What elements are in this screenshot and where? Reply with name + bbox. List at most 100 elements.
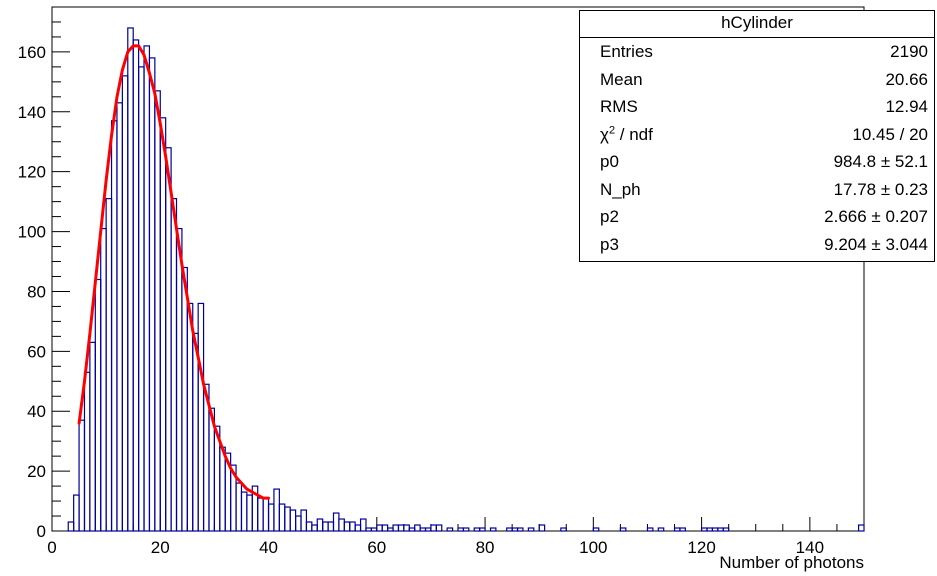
- x-tick-label: 40: [259, 538, 278, 557]
- stats-row-mean: Mean 20.66: [580, 66, 934, 94]
- histogram-bin: [246, 494, 253, 532]
- stats-label: N_ph: [600, 179, 641, 199]
- histogram-bin: [365, 527, 372, 532]
- histogram-bin: [311, 524, 318, 532]
- chi-symbol: χ: [600, 124, 609, 144]
- stats-label: Mean: [600, 69, 643, 89]
- stats-label: χ2 / ndf: [600, 121, 653, 149]
- histogram-bin: [430, 524, 437, 532]
- histogram-bin: [462, 527, 470, 532]
- histogram-bin: [706, 527, 714, 532]
- stats-value: 20.66: [885, 69, 928, 89]
- y-tick-label: 120: [18, 163, 46, 182]
- histogram-bin: [408, 527, 416, 532]
- stats-value: 12.94: [885, 97, 928, 116]
- histogram-bin: [349, 521, 356, 532]
- stats-value: 9.204 ± 3.044: [824, 234, 928, 254]
- stats-label: p2: [600, 207, 619, 226]
- histogram-bin: [489, 527, 497, 532]
- histogram-bin: [89, 341, 96, 532]
- histogram-bin: [397, 524, 405, 532]
- histogram-bin: [100, 227, 107, 532]
- histogram-bin: [262, 497, 270, 532]
- histogram-bin: [127, 27, 134, 532]
- y-tick-label: 80: [27, 282, 46, 301]
- stats-row-nph: N_ph 17.78 ± 0.23: [580, 176, 934, 204]
- histogram-bin: [132, 39, 140, 532]
- x-tick-label: 100: [579, 538, 607, 557]
- histogram-bin: [300, 509, 308, 532]
- histogram-bin: [560, 527, 567, 532]
- histogram-bin: [717, 527, 724, 532]
- x-tick-label: 20: [151, 538, 170, 557]
- histogram-bin: [327, 521, 335, 532]
- stats-title: hCylinder: [580, 11, 934, 38]
- histogram-bin: [316, 518, 324, 532]
- histogram-bin: [673, 527, 681, 532]
- stats-label: Entries: [600, 42, 653, 61]
- ndf-suffix: / ndf: [615, 124, 653, 144]
- histogram-bin: [619, 527, 627, 532]
- histogram-bin: [435, 524, 443, 532]
- histogram-bin: [338, 518, 345, 532]
- histogram-bin: [121, 75, 129, 532]
- y-tick-label: 40: [27, 402, 46, 421]
- histogram-bin: [240, 491, 248, 532]
- y-tick-label: 20: [27, 462, 46, 481]
- y-tick-label: 60: [27, 342, 46, 361]
- stats-row-p3: p3 9.204 ± 3.044: [580, 231, 934, 259]
- histogram-bin: [446, 527, 454, 532]
- stats-row-p2: p2 2.666 ± 0.207: [580, 203, 934, 231]
- histogram-bin: [511, 527, 519, 532]
- histogram-bin: [516, 527, 524, 532]
- histogram-bin: [78, 419, 86, 532]
- histogram-bin: [235, 482, 243, 532]
- histogram-bin: [700, 527, 708, 532]
- histogram-bin: [143, 45, 151, 532]
- histogram-bin: [105, 198, 113, 532]
- histogram-bin: [392, 524, 400, 532]
- histogram-bin: [138, 66, 145, 532]
- fit-curve-series: [77, 44, 270, 500]
- stats-row-p0: p0 984.8 ± 52.1: [580, 148, 934, 176]
- stats-label: p0: [600, 152, 619, 171]
- histogram-bin: [94, 278, 102, 532]
- histogram-bin: [284, 506, 291, 532]
- histogram-bin: [67, 521, 75, 532]
- stats-value: 10.45 / 20: [852, 124, 928, 144]
- histogram-series: [67, 27, 865, 532]
- stats-box: hCylinder Entries 2190 Mean 20.66 RMS 12…: [579, 10, 935, 262]
- stats-row-entries: Entries 2190: [580, 38, 934, 66]
- histogram-bin: [257, 497, 264, 532]
- histogram-bin: [506, 527, 513, 532]
- stats-row-rms: RMS 12.94: [580, 93, 934, 121]
- y-tick-label: 160: [18, 43, 46, 62]
- histogram-bin: [403, 524, 410, 532]
- y-tick-label: 140: [18, 103, 46, 122]
- histogram-bin: [381, 524, 389, 532]
- histogram-bin: [192, 332, 199, 532]
- histogram-bin: [657, 527, 665, 532]
- stats-value: 2.666 ± 0.207: [824, 207, 928, 226]
- histogram-bin: [73, 494, 80, 532]
- histogram-bin: [722, 527, 730, 532]
- y-tick-label: 100: [18, 223, 46, 242]
- histogram-bin: [646, 527, 654, 532]
- histogram-bin: [181, 266, 188, 532]
- histogram-bin: [538, 524, 546, 532]
- histogram-bin: [679, 527, 686, 532]
- x-tick-label: 120: [687, 538, 715, 557]
- histogram-bin: [711, 527, 719, 532]
- histogram-bin: [414, 524, 421, 532]
- histogram-bin: [278, 503, 286, 532]
- histogram-bin: [376, 524, 383, 532]
- histogram-bin: [154, 90, 161, 532]
- histogram-bin: [219, 446, 226, 532]
- stats-label: RMS: [600, 97, 638, 116]
- stats-value: 2190: [890, 42, 928, 61]
- stats-row-chi2: χ2 / ndf 10.45 / 20: [580, 121, 934, 149]
- histogram-bin: [419, 527, 427, 532]
- histogram-bin: [186, 302, 194, 532]
- histogram-bin: [479, 527, 486, 532]
- histogram-bin: [170, 198, 178, 532]
